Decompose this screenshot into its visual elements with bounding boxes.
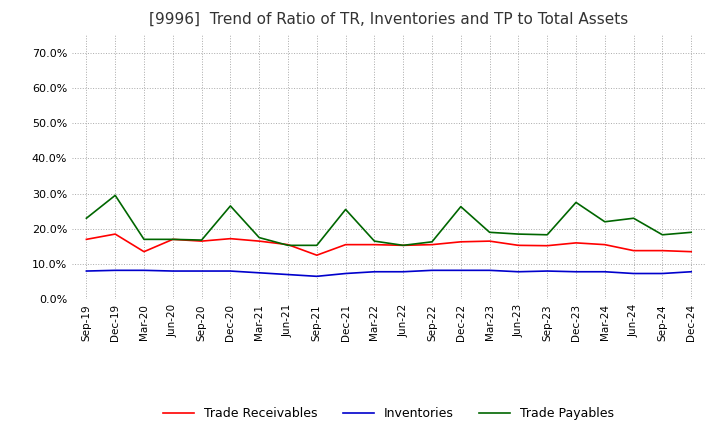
Inventories — [255, 270, 264, 275]
Trade Receivables — [82, 237, 91, 242]
Trade Receivables — [572, 240, 580, 246]
Inventories — [341, 271, 350, 276]
Trade Receivables — [658, 248, 667, 253]
Inventories — [600, 269, 609, 275]
Trade Payables — [399, 243, 408, 248]
Inventories — [485, 268, 494, 273]
Inventories — [312, 274, 321, 279]
Trade Payables — [456, 204, 465, 209]
Trade Receivables — [140, 249, 148, 254]
Trade Receivables — [485, 238, 494, 244]
Trade Payables — [168, 237, 177, 242]
Trade Payables — [284, 243, 292, 248]
Inventories — [111, 268, 120, 273]
Inventories — [168, 268, 177, 274]
Trade Receivables — [312, 253, 321, 258]
Inventories — [82, 268, 91, 274]
Trade Receivables — [600, 242, 609, 247]
Inventories — [226, 268, 235, 274]
Inventories — [370, 269, 379, 275]
Trade Payables — [226, 203, 235, 209]
Trade Receivables — [514, 243, 523, 248]
Trade Receivables — [428, 242, 436, 247]
Inventories — [140, 268, 148, 273]
Trade Receivables — [456, 239, 465, 245]
Trade Receivables — [399, 243, 408, 248]
Trade Payables — [514, 231, 523, 237]
Trade Payables — [687, 230, 696, 235]
Trade Receivables — [284, 242, 292, 247]
Title: [9996]  Trend of Ratio of TR, Inventories and TP to Total Assets: [9996] Trend of Ratio of TR, Inventories… — [149, 12, 629, 27]
Trade Payables — [341, 207, 350, 212]
Trade Payables — [255, 235, 264, 240]
Trade Payables — [629, 216, 638, 221]
Trade Payables — [572, 200, 580, 205]
Trade Payables — [197, 238, 206, 243]
Line: Trade Payables: Trade Payables — [86, 195, 691, 246]
Trade Payables — [370, 238, 379, 244]
Inventories — [658, 271, 667, 276]
Inventories — [197, 268, 206, 274]
Inventories — [572, 269, 580, 275]
Inventories — [514, 269, 523, 275]
Trade Payables — [600, 219, 609, 224]
Inventories — [284, 272, 292, 277]
Trade Receivables — [370, 242, 379, 247]
Trade Payables — [82, 216, 91, 221]
Legend: Trade Receivables, Inventories, Trade Payables: Trade Receivables, Inventories, Trade Pa… — [158, 402, 619, 425]
Line: Inventories: Inventories — [86, 270, 691, 276]
Inventories — [428, 268, 436, 273]
Inventories — [629, 271, 638, 276]
Trade Receivables — [629, 248, 638, 253]
Trade Payables — [658, 232, 667, 238]
Trade Receivables — [111, 231, 120, 237]
Line: Trade Receivables: Trade Receivables — [86, 234, 691, 255]
Trade Payables — [543, 232, 552, 238]
Trade Receivables — [255, 238, 264, 244]
Trade Receivables — [341, 242, 350, 247]
Inventories — [456, 268, 465, 273]
Trade Receivables — [687, 249, 696, 254]
Trade Payables — [140, 237, 148, 242]
Trade Receivables — [226, 236, 235, 241]
Trade Receivables — [543, 243, 552, 248]
Inventories — [687, 269, 696, 275]
Trade Payables — [312, 243, 321, 248]
Trade Receivables — [168, 237, 177, 242]
Trade Payables — [428, 239, 436, 245]
Inventories — [399, 269, 408, 275]
Inventories — [543, 268, 552, 274]
Trade Receivables — [197, 238, 206, 244]
Trade Payables — [111, 193, 120, 198]
Trade Payables — [485, 230, 494, 235]
